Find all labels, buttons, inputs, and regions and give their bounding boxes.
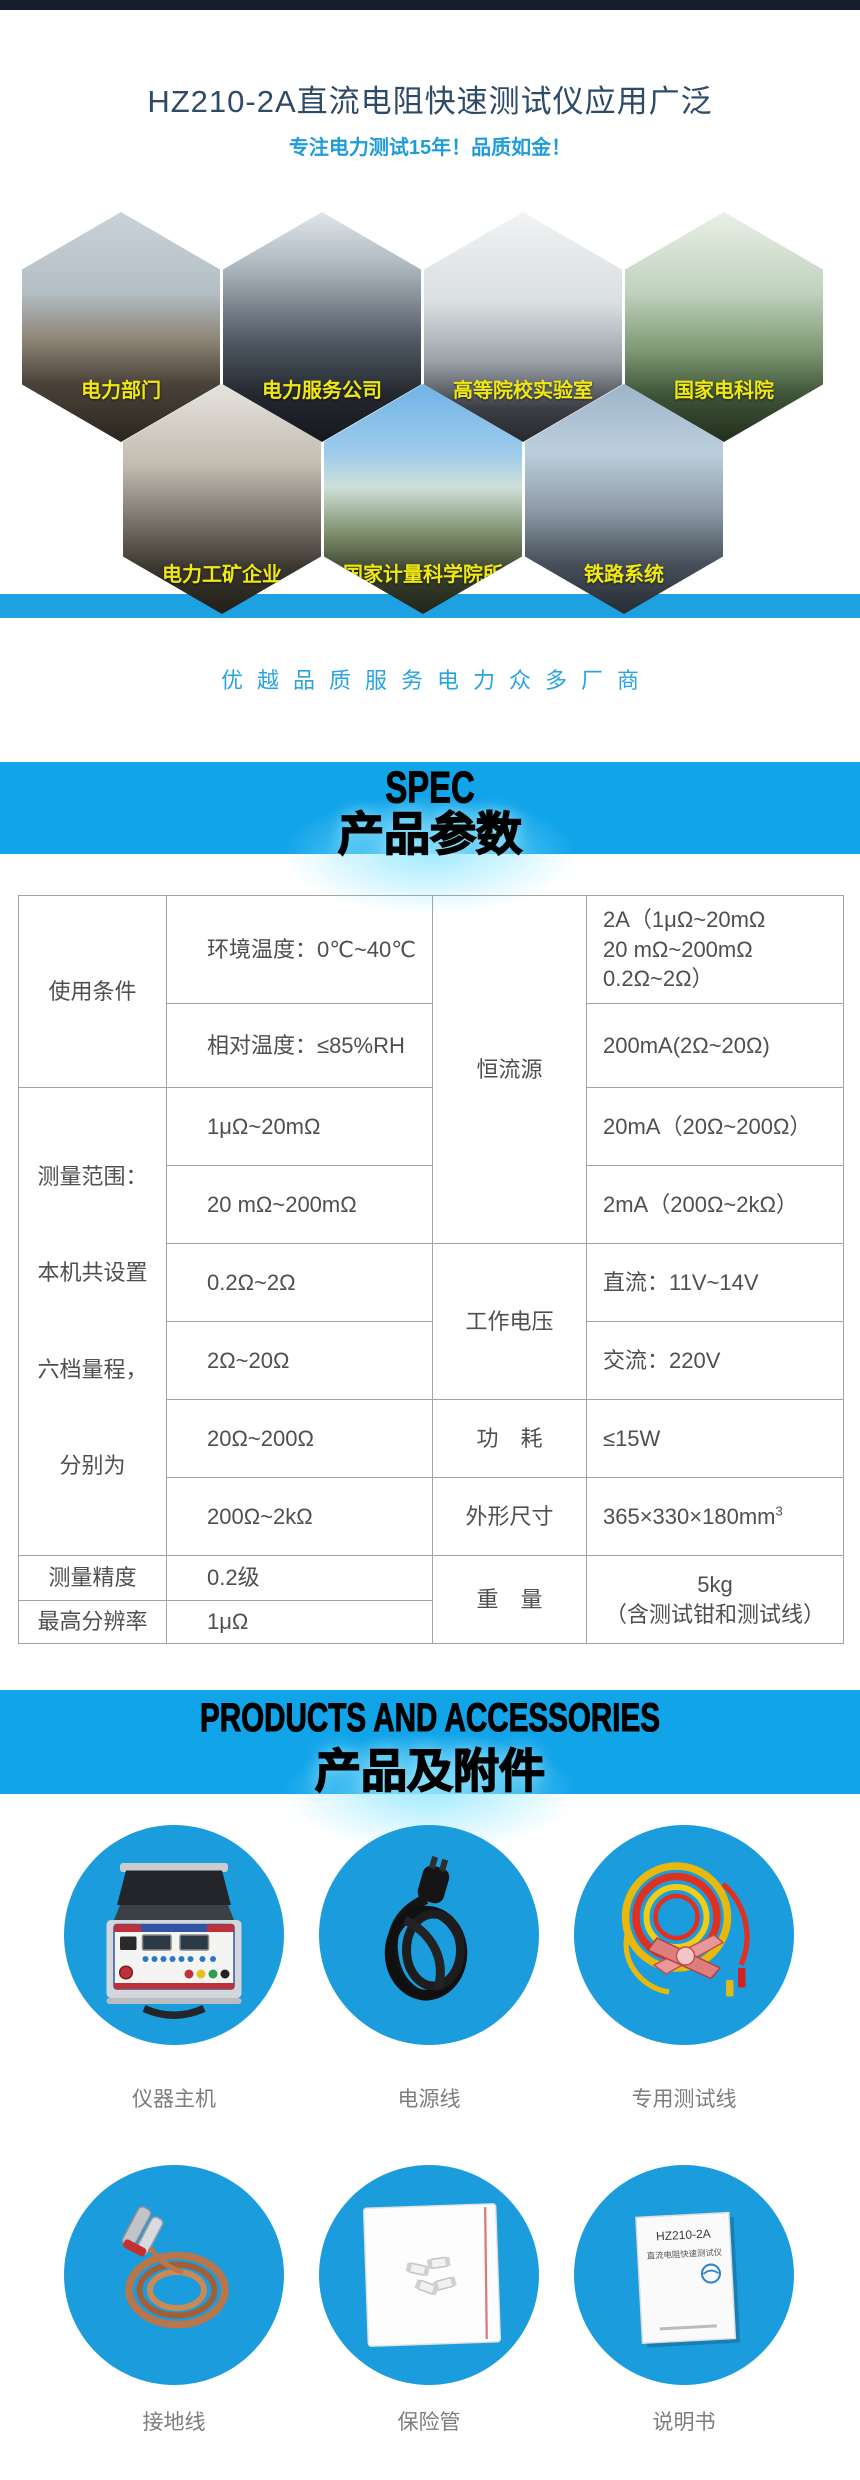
product-label: 接地线 [142,2411,206,2434]
cell-rel-humidity: 相对温度：≤85%RH [166,1003,433,1088]
cell-range-1: 1μΩ~20mΩ [166,1087,433,1166]
ground-wire-image [121,2205,229,2329]
range-line3: 六档量程， [37,1356,148,1382]
spec-table: 使用条件 环境温度：0℃~40℃ 恒流源 2A（1μΩ~20mΩ 20 mΩ~2… [18,895,844,1644]
cell-dimensions-value: 365×330×180mm3 [586,1477,844,1556]
cell-resolution-label: 最高分辨率 [18,1600,167,1644]
cell-accuracy-value: 0.2级 [166,1555,433,1601]
hexagon-label: 高等院校实验室 [453,380,593,402]
dimensions-sup: 3 [775,1503,783,1519]
hexagon-label: 国家电科院 [674,380,774,402]
cell-power-label: 功 耗 [432,1399,587,1478]
cell-source-20ma: 20mA（20Ω~200Ω） [586,1087,844,1166]
products-title-en: PRODUCTS AND ACCESSORIES [200,1695,661,1740]
table-row: 测量精度 0.2级 重 量 5kg （含测试钳和测试线） [18,1555,844,1644]
manual-cover-title: 直流电阻快速测试仪 [647,2247,723,2261]
instrument-image [106,1863,242,2019]
hexagon-label: 电力部门 [81,380,161,402]
cell-accuracy-label: 测量精度 [18,1555,167,1601]
dimensions-text: 365×330×180mm [603,1503,776,1529]
manual-cover-model: HZ210-2A [656,2227,711,2244]
hexagon-label: 国家计量科学院所 [343,564,503,586]
product-circle-ground-wire [64,2165,284,2385]
top-bar [0,0,860,10]
cell-weight-value: 5kg （含测试钳和测试线） [586,1555,844,1644]
cell-range-3: 0.2Ω~2Ω [166,1243,433,1322]
cell-ac-voltage: 交流：220V [586,1321,844,1400]
table-row: 最高分辨率 1μΩ [18,1600,844,1644]
hexagon-label: 电力服务公司 [262,380,382,402]
product-label: 说明书 [652,2411,716,2434]
cell-dc-voltage: 直流：11V~14V [586,1243,844,1322]
table-row: 测量范围： 本机共设置 六档量程， 分别为 1μΩ~20mΩ 20mA（20Ω~… [18,1087,844,1556]
hexagon-label: 铁路系统 [584,564,664,586]
cell-power-value: ≤15W [586,1399,844,1478]
spec-title-en: SPEC [385,763,475,813]
cell-source-2ma: 2mA（200Ω~2kΩ） [586,1165,844,1244]
source-2a-line2: 20 mΩ~200mΩ [603,936,753,962]
weight-line2: （含测试钳和测试线） [604,1601,825,1627]
cell-working-voltage: 工作电压 [432,1243,587,1400]
table-row: 0.2Ω~2Ω 工作电压 直流：11V~14V [19,1243,844,1400]
product-circle-test-leads [574,1825,794,2045]
cell-measure-range: 测量范围： 本机共设置 六档量程， 分别为 [18,1087,167,1556]
range-line1: 测量范围： [37,1164,148,1190]
table-row: 20Ω~200Ω 功 耗 ≤15W [19,1399,844,1478]
spec-title-cn: 产品参数 [337,807,523,861]
cell-range-5: 20Ω~200Ω [166,1399,433,1478]
quality-tagline: 优越品质服务电力众多厂商 [220,668,653,693]
table-row: 相对温度：≤85%RH 200mA(2Ω~20Ω) [19,1003,844,1088]
cell-weight-label: 重 量 [432,1555,587,1644]
product-circle-manual: HZ210-2A 直流电阻快速测试仪 [574,2165,794,2385]
cell-range-2: 20 mΩ~200mΩ [166,1165,433,1244]
source-2a-line3: 0.2Ω~2Ω） [603,966,714,992]
product-circle-fuses [319,2165,539,2385]
cell-env-temp: 环境温度：0℃~40℃ [166,895,433,1004]
cell-use-conditions: 使用条件 [18,895,167,1088]
products-title-cn: 产品及附件 [314,1744,546,1798]
page-subtitle: 专注电力测试15年！品质如金！ [288,137,572,159]
cell-range-6: 200Ω~2kΩ [166,1477,433,1556]
table-row: 2Ω~20Ω 交流：220V [19,1321,844,1400]
product-label: 保险管 [397,2411,461,2434]
weight-line1: 5kg [697,1571,733,1597]
product-label: 仪器主机 [132,2088,216,2111]
cell-source-2a: 2A（1μΩ~20mΩ 20 mΩ~200mΩ 0.2Ω~2Ω） [586,895,844,1004]
cell-constant-current-source: 恒流源 [432,895,587,1244]
product-circle-power-cord [319,1825,539,2045]
product-label: 专用测试线 [631,2088,737,2111]
power-cord-image [384,1855,468,2001]
source-2a-line1: 2A（1μΩ~20mΩ [603,906,766,932]
hexagon-label: 电力工矿企业 [162,564,282,586]
table-row: 使用条件 环境温度：0℃~40℃ 恒流源 2A（1μΩ~20mΩ 20 mΩ~2… [18,895,844,1244]
cell-range-4: 2Ω~20Ω [166,1321,433,1400]
manual-image: HZ210-2A 直流电阻快速测试仪 [635,2211,741,2348]
range-line2: 本机共设置 [37,1260,148,1286]
page-title: HZ210-2A直流电阻快速测试仪应用广泛 [147,84,713,119]
product-label: 电源线 [397,2088,461,2111]
cell-dimensions-label: 外形尺寸 [432,1477,587,1556]
cell-source-200ma: 200mA(2Ω~20Ω) [586,1003,844,1088]
fuses-image [362,2203,502,2347]
test-leads-image [621,1862,750,1997]
product-circle-instrument [64,1825,284,2045]
range-line4: 分别为 [59,1453,126,1479]
cell-resolution-value: 1μΩ [166,1600,433,1644]
